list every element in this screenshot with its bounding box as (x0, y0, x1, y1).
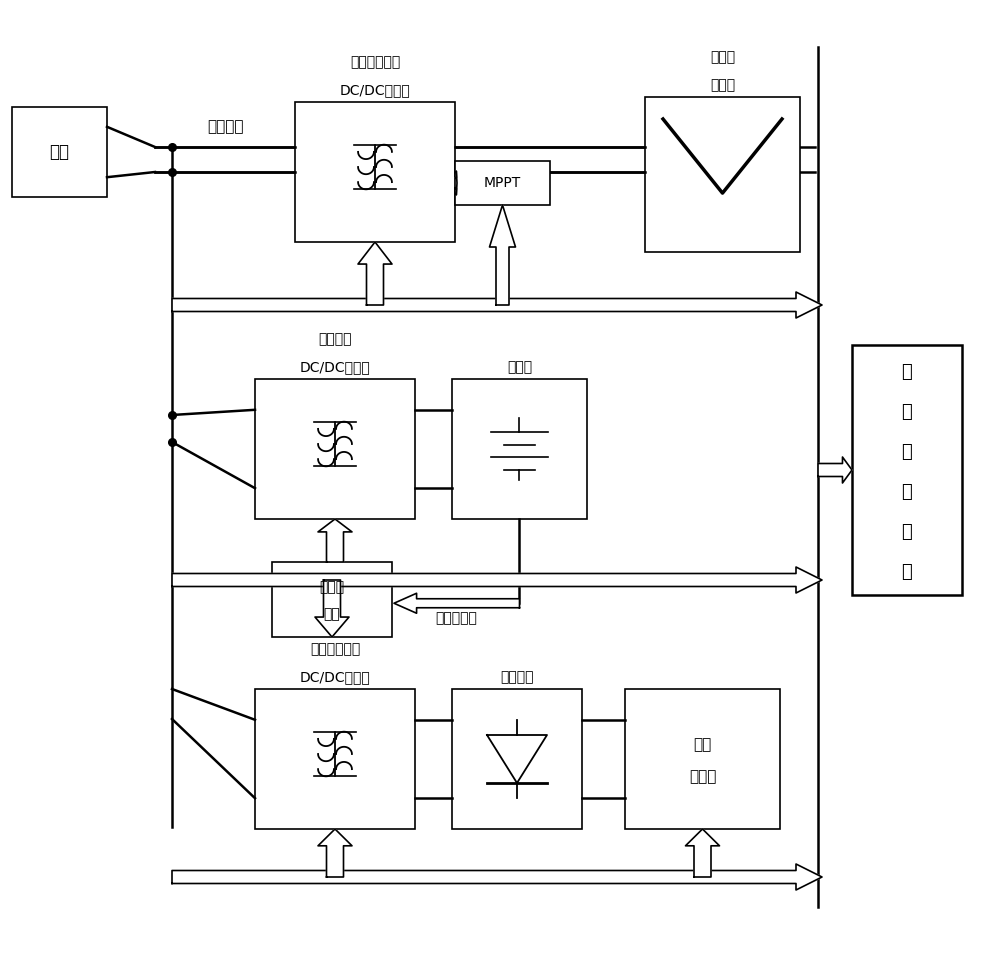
Polygon shape (172, 567, 822, 593)
Polygon shape (172, 864, 822, 890)
Bar (12, 107, 107, 197)
Text: 负载: 负载 (50, 143, 70, 161)
Text: 电模块: 电模块 (710, 78, 735, 92)
Text: 管: 管 (902, 443, 912, 461)
Bar (255, 689, 415, 829)
Text: 充放电: 充放电 (319, 581, 345, 594)
Text: 直流母线: 直流母线 (207, 120, 243, 135)
Text: 柴油: 柴油 (693, 738, 712, 752)
Polygon shape (818, 457, 852, 483)
Polygon shape (172, 292, 822, 318)
Bar (272, 562, 392, 637)
Polygon shape (318, 519, 352, 562)
Text: 蓄电池: 蓄电池 (507, 360, 532, 374)
Bar (452, 689, 582, 829)
Text: 第一单向隔离: 第一单向隔离 (350, 55, 400, 69)
Text: MPPT: MPPT (484, 176, 521, 190)
Text: 统: 统 (902, 563, 912, 581)
Text: DC/DC变换器: DC/DC变换器 (340, 83, 410, 97)
Polygon shape (455, 171, 457, 195)
Text: 控制: 控制 (324, 608, 340, 621)
Text: 光伏发: 光伏发 (710, 50, 735, 64)
Bar (645, 97, 800, 252)
Text: 理: 理 (902, 483, 912, 501)
Text: 能: 能 (902, 363, 912, 381)
Polygon shape (358, 242, 392, 305)
Polygon shape (686, 829, 720, 877)
Text: 发电机: 发电机 (689, 769, 716, 785)
Bar (452, 379, 587, 519)
Text: 蓄电池状态: 蓄电池状态 (435, 612, 477, 625)
Text: 第二单向隔离: 第二单向隔离 (310, 642, 360, 656)
Bar (295, 102, 455, 242)
Polygon shape (318, 829, 352, 877)
Text: 量: 量 (902, 403, 912, 421)
Text: 双向隔离: 双向隔离 (318, 332, 352, 346)
Bar (455, 161, 550, 205)
Bar (852, 345, 962, 595)
Bar (625, 689, 780, 829)
Bar (255, 379, 415, 519)
Polygon shape (394, 593, 519, 613)
Text: DC/DC变换器: DC/DC变换器 (300, 360, 370, 374)
Polygon shape (315, 580, 349, 637)
Text: DC/DC变换器: DC/DC变换器 (300, 670, 370, 684)
Text: 系: 系 (902, 523, 912, 541)
Text: 不控整流: 不控整流 (500, 670, 534, 684)
Polygon shape (490, 205, 515, 305)
